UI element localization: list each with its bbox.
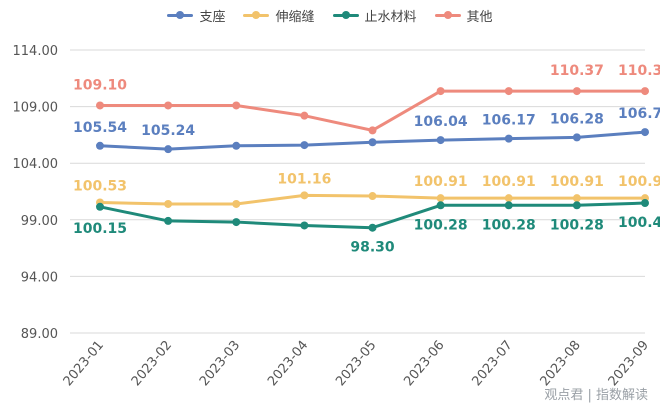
data-point <box>164 145 173 154</box>
chart-legend: 支座 伸缩缝 止水材料 其他 <box>0 4 660 26</box>
data-point <box>436 87 445 96</box>
data-point <box>300 141 309 150</box>
legend-label: 止水材料 <box>364 9 417 25</box>
data-point <box>232 199 241 208</box>
data-point <box>96 202 104 211</box>
data-point <box>436 136 445 145</box>
data-point <box>96 101 104 110</box>
data-point <box>504 87 513 96</box>
data-label: 100.28 <box>482 217 536 233</box>
data-label: 106.28 <box>550 111 604 127</box>
data-point <box>504 134 513 143</box>
legend-swatch <box>243 10 270 19</box>
data-point <box>232 218 241 227</box>
data-label: 100.91 <box>550 174 604 190</box>
data-point <box>368 192 377 201</box>
x-tick-label: 2023-05 <box>333 338 379 389</box>
legend-label: 伸缩缝 <box>275 9 315 25</box>
data-label: 100.91 <box>414 174 468 190</box>
data-label: 105.24 <box>141 123 195 139</box>
data-point <box>641 199 649 208</box>
data-point <box>96 141 104 150</box>
data-point <box>572 201 581 210</box>
data-label: 106.04 <box>414 114 468 130</box>
data-point <box>300 221 309 230</box>
legend-label: 其他 <box>466 9 493 25</box>
x-tick-label: 2023-01 <box>61 338 107 389</box>
data-point <box>164 101 173 110</box>
legend-item: 其他 <box>434 6 493 25</box>
x-tick-label: 2023-09 <box>606 338 652 389</box>
data-point <box>572 87 581 96</box>
data-point <box>572 194 581 203</box>
data-point <box>572 133 581 142</box>
data-point <box>436 194 445 203</box>
data-point <box>164 199 173 208</box>
data-point <box>300 111 309 120</box>
data-label: 100.91 <box>482 174 536 190</box>
data-point <box>504 194 513 203</box>
x-tick-label: 2023-04 <box>265 338 311 389</box>
x-tick-label: 2023-08 <box>538 338 584 389</box>
y-tick-label: 114.00 <box>13 44 59 59</box>
data-label: 100.91 <box>618 174 660 190</box>
data-point <box>232 101 241 110</box>
data-label: 101.16 <box>277 171 331 187</box>
data-label: 100.28 <box>550 217 604 233</box>
data-point <box>368 223 377 232</box>
data-point <box>164 216 173 225</box>
data-label: 110.37 <box>550 63 604 79</box>
y-tick-label: 99.00 <box>21 214 58 229</box>
x-tick-label: 2023-02 <box>129 338 175 389</box>
data-point <box>368 138 377 147</box>
legend-item: 伸缩缝 <box>243 6 315 25</box>
data-label: 110.37 <box>618 63 660 79</box>
legend-item: 支座 <box>167 6 225 25</box>
data-label: 106.75 <box>618 106 660 122</box>
x-tick-label: 2023-03 <box>197 338 243 389</box>
legend-swatch <box>434 10 461 19</box>
data-point <box>436 201 445 210</box>
legend-label: 支座 <box>199 9 226 25</box>
data-label: 105.54 <box>73 120 127 136</box>
data-point <box>232 141 241 150</box>
data-label: 100.15 <box>73 221 127 237</box>
data-label: 106.17 <box>482 113 536 129</box>
data-point <box>368 126 377 135</box>
y-tick-label: 104.00 <box>13 157 59 172</box>
data-label: 98.30 <box>350 240 395 256</box>
y-tick-label: 94.00 <box>21 270 58 285</box>
data-label: 100.48 <box>618 215 660 231</box>
data-point <box>300 191 309 200</box>
legend-item: 止水材料 <box>332 6 417 25</box>
legend-swatch <box>167 10 194 19</box>
watermark-text: 观点君 | 指数解读 <box>544 388 648 403</box>
data-label: 109.10 <box>73 77 127 93</box>
data-label: 100.53 <box>73 178 127 194</box>
y-tick-label: 109.00 <box>13 101 59 116</box>
data-point <box>641 87 649 96</box>
x-tick-label: 2023-07 <box>469 338 515 389</box>
data-label: 100.28 <box>414 217 468 233</box>
data-point <box>504 201 513 210</box>
x-tick-label: 2023-06 <box>401 338 447 389</box>
y-tick-label: 89.00 <box>21 327 58 342</box>
legend-swatch <box>332 10 359 19</box>
data-point <box>641 128 649 137</box>
